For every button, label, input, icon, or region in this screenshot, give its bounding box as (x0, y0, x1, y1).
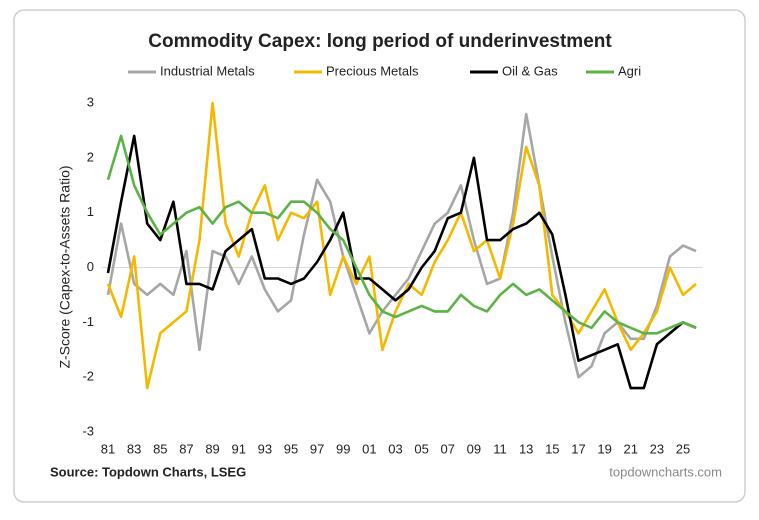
x-tick-label: 99 (336, 441, 350, 456)
x-tick-label: 05 (414, 441, 428, 456)
x-tick-label: 81 (101, 441, 115, 456)
x-tick-label: 17 (571, 441, 585, 456)
y-tick-label: -2 (82, 369, 94, 384)
legend-label: Agri (618, 63, 641, 78)
legend-label: Precious Metals (326, 63, 419, 78)
legend-label: Industrial Metals (160, 63, 255, 78)
frame (13, 9, 746, 503)
y-tick-label: 2 (87, 149, 94, 164)
y-tick-label: -3 (82, 423, 94, 438)
x-tick-label: 85 (153, 441, 167, 456)
x-tick-label: 07 (441, 441, 455, 456)
x-tick-label: 23 (650, 441, 664, 456)
x-tick-label: 15 (545, 441, 559, 456)
x-tick-label: 11 (493, 441, 507, 456)
y-tick-label: 1 (87, 204, 94, 219)
x-tick-label: 25 (676, 441, 690, 456)
y-tick-label: 0 (87, 259, 94, 274)
x-tick-label: 01 (362, 441, 376, 456)
plot-area (106, 101, 697, 390)
source: Source: Topdown Charts, LSEG (50, 464, 246, 479)
x-tick-label: 97 (310, 441, 324, 456)
x-tick-label: 09 (467, 441, 481, 456)
x-tick-label: 13 (519, 441, 533, 456)
legend-label: Oil & Gas (502, 63, 558, 78)
series-line (106, 112, 697, 379)
x-tick-label: 83 (127, 441, 141, 456)
series-line (106, 134, 697, 335)
y-tick-label: -1 (82, 314, 94, 329)
x-tick-label: 93 (258, 441, 272, 456)
x-tick-label: 19 (597, 441, 611, 456)
watermark: topdowncharts.com (609, 464, 722, 479)
chart-title: Commodity Capex: long period of underinv… (148, 31, 612, 52)
y-axis-label: Z-Score (Capex-to-Assets Ratio) (57, 165, 73, 368)
x-tick-label: 95 (284, 441, 298, 456)
x-tick-label: 91 (231, 441, 245, 456)
x-tick-label: 89 (205, 441, 219, 456)
y-tick-label: 3 (87, 94, 94, 109)
x-tick-label: 21 (623, 441, 637, 456)
series-line (106, 101, 697, 390)
x-tick-label: 87 (179, 441, 193, 456)
series-line (106, 134, 697, 390)
x-tick-label: 03 (388, 441, 402, 456)
